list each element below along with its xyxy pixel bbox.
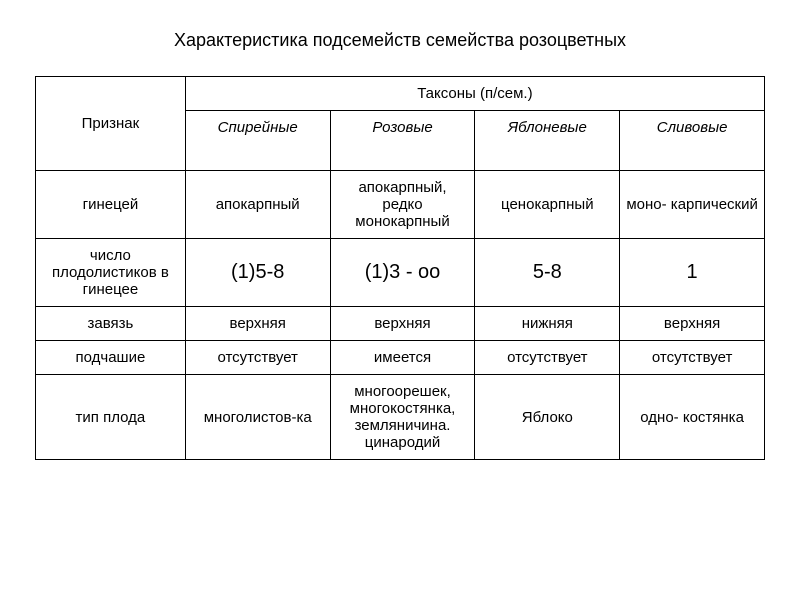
- cell: отсутствует: [620, 341, 765, 375]
- cell: 1: [620, 239, 765, 307]
- cell: нижняя: [475, 307, 620, 341]
- cell: ценокарпный: [475, 171, 620, 239]
- row-label: гинецей: [36, 171, 186, 239]
- cell: верхняя: [185, 307, 330, 341]
- table-row: тип плода многолистов-ка многоорешек, мн…: [36, 375, 765, 460]
- table-row: завязь верхняя верхняя нижняя верхняя: [36, 307, 765, 341]
- row-label: завязь: [36, 307, 186, 341]
- cell: одно- костянка: [620, 375, 765, 460]
- header-row-1: Признак Таксоны (п/сем.): [36, 77, 765, 111]
- cell: отсутствует: [185, 341, 330, 375]
- subfamily-header-3: Сливовые: [620, 111, 765, 171]
- row-label: подчашие: [36, 341, 186, 375]
- cell: 5-8: [475, 239, 620, 307]
- cell: апокарпный: [185, 171, 330, 239]
- attribute-header: Признак: [36, 77, 186, 171]
- table-row: подчашие отсутствует имеется отсутствует…: [36, 341, 765, 375]
- subfamily-header-1: Розовые: [330, 111, 475, 171]
- cell: апокарпный, редко монокарпный: [330, 171, 475, 239]
- cell: (1)5-8: [185, 239, 330, 307]
- table-row: гинецей апокарпный апокарпный, редко мон…: [36, 171, 765, 239]
- cell: моно- карпический: [620, 171, 765, 239]
- cell: многоорешек, многокостянка, земляничина.…: [330, 375, 475, 460]
- cell: имеется: [330, 341, 475, 375]
- cell: многолистов-ка: [185, 375, 330, 460]
- page-title: Характеристика подсемейств семейства роз…: [35, 30, 765, 51]
- cell: (1)3 - оо: [330, 239, 475, 307]
- cell: Яблоко: [475, 375, 620, 460]
- subfamily-header-2: Яблоневые: [475, 111, 620, 171]
- characteristics-table: Признак Таксоны (п/сем.) Спирейные Розов…: [35, 76, 765, 460]
- row-label: тип плода: [36, 375, 186, 460]
- cell: отсутствует: [475, 341, 620, 375]
- table-body: гинецей апокарпный апокарпный, редко мон…: [36, 171, 765, 460]
- cell: верхняя: [330, 307, 475, 341]
- cell: верхняя: [620, 307, 765, 341]
- table-row: число плодолистиков в гинецее (1)5-8 (1)…: [36, 239, 765, 307]
- taxon-group-header: Таксоны (п/сем.): [185, 77, 764, 111]
- row-label: число плодолистиков в гинецее: [36, 239, 186, 307]
- subfamily-header-0: Спирейные: [185, 111, 330, 171]
